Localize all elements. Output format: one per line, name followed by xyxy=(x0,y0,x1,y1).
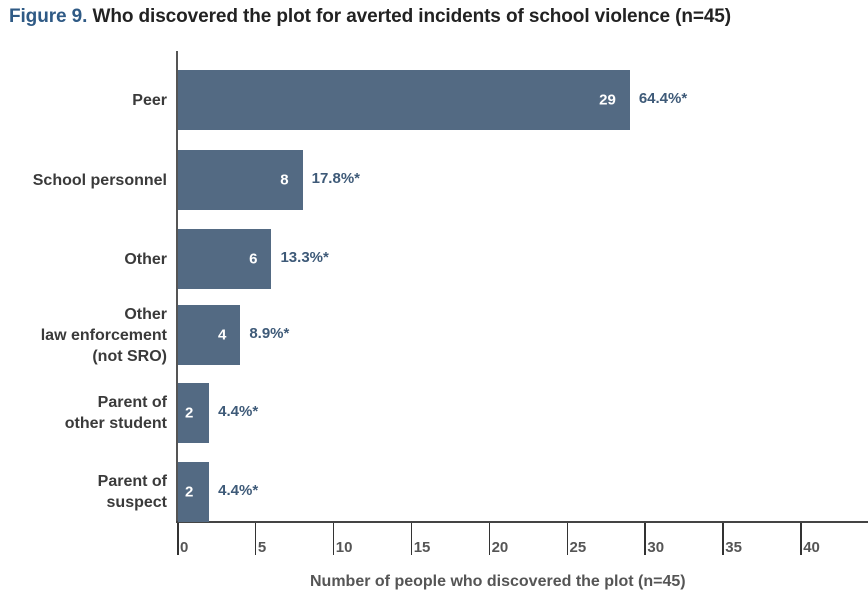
category-label-line: Other xyxy=(124,250,167,268)
percent-label: 13.3%* xyxy=(280,249,329,266)
bar-value-label: 4 xyxy=(217,326,227,344)
y-axis-line xyxy=(176,51,178,523)
bar-value-label: 2 xyxy=(185,404,194,422)
percent-label: 4.4%* xyxy=(218,403,259,420)
percent-label: 8.9%* xyxy=(249,325,290,342)
category-label-line: other student xyxy=(64,415,167,432)
x-axis-label: Number of people who discovered the plot… xyxy=(310,573,686,590)
x-axis-line xyxy=(176,521,868,523)
category-label-line: Parent of xyxy=(97,394,167,411)
category-label-line: Parent of xyxy=(97,473,167,490)
x-tick xyxy=(177,523,179,555)
category-label-line: School personnel xyxy=(32,171,167,189)
x-tick-label: 15 xyxy=(413,539,431,556)
bar-value-label: 29 xyxy=(599,91,616,109)
x-tick xyxy=(410,523,413,555)
x-tick xyxy=(488,523,491,555)
bar: 2 xyxy=(178,383,210,443)
category-label: Parent of other student xyxy=(65,392,167,434)
x-tick xyxy=(644,523,646,555)
x-tick-label: 5 xyxy=(257,539,267,556)
x-tick-label: 0 xyxy=(180,539,189,556)
category-label: Other xyxy=(124,249,167,270)
x-tick-label: 30 xyxy=(647,539,665,556)
x-tick xyxy=(332,523,335,555)
x-tick xyxy=(800,523,802,555)
category-label-line: (not SRO) xyxy=(92,347,167,365)
x-tick xyxy=(254,523,257,555)
category-label-line: Other xyxy=(124,305,167,323)
x-tick-label: 40 xyxy=(803,539,820,556)
bar: 4 xyxy=(178,305,241,365)
bar-value-label: 8 xyxy=(280,171,289,189)
percent-label: 4.4%* xyxy=(218,482,259,499)
bar: 2 xyxy=(178,462,210,522)
x-tick-label: 35 xyxy=(725,539,742,556)
chart-title: Figure 9. Who discovered the plot for av… xyxy=(9,6,731,28)
title-text: Who discovered the plot for averted inci… xyxy=(92,6,731,27)
x-tick-label: 25 xyxy=(569,539,587,556)
category-label: Other law enforcement (not SRO) xyxy=(41,304,167,367)
bar: 6 xyxy=(178,229,272,289)
x-tick xyxy=(722,523,724,555)
x-tick-label: 20 xyxy=(491,539,509,556)
bar-value-label: 6 xyxy=(249,250,258,268)
category-label: School personnel xyxy=(33,170,167,191)
bar: 8 xyxy=(178,150,303,210)
x-tick xyxy=(566,523,568,555)
percent-label: 17.8%* xyxy=(311,170,360,187)
bar: 29 xyxy=(178,70,630,130)
category-label-line: law enforcement xyxy=(40,326,167,344)
figure-label: Figure 9. xyxy=(9,6,88,27)
bar-value-label: 2 xyxy=(185,483,194,501)
x-tick-label: 10 xyxy=(335,539,353,556)
category-label-line: Peer xyxy=(132,91,167,109)
category-label: Peer xyxy=(132,90,167,111)
category-label: Parent of suspect xyxy=(98,471,167,513)
percent-label: 64.4%* xyxy=(638,90,688,107)
category-label-line: suspect xyxy=(106,494,167,511)
